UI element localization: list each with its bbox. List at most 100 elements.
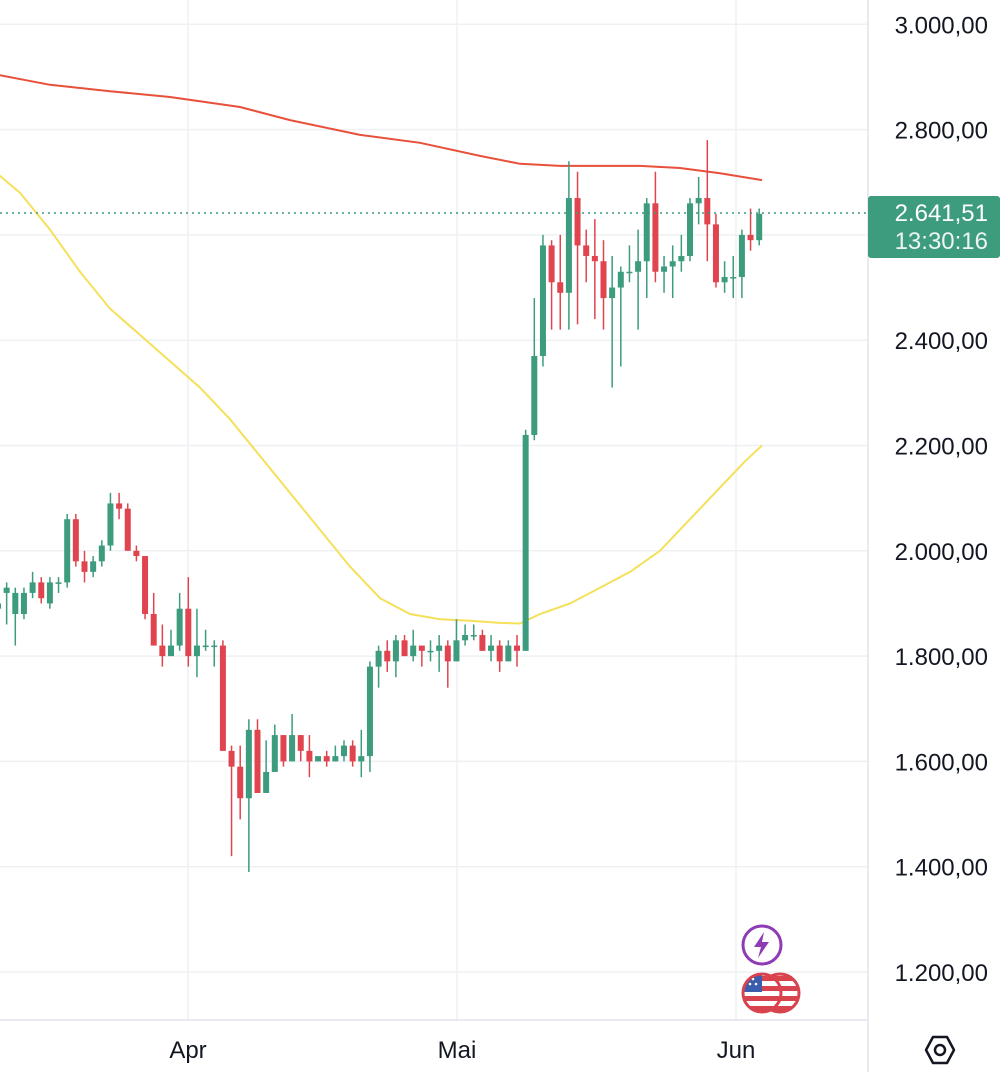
candle[interactable] [704,140,711,262]
candle[interactable] [661,255,668,293]
candle[interactable] [738,229,745,299]
candle[interactable] [297,735,304,762]
candle[interactable] [522,429,529,651]
candle[interactable] [168,629,174,657]
candle[interactable] [64,513,71,588]
candle-body [410,645,417,657]
candle[interactable] [721,261,728,293]
candle[interactable] [687,198,693,262]
candle[interactable] [349,740,356,767]
candle[interactable] [332,745,339,762]
candle[interactable] [375,645,382,688]
candle[interactable] [20,587,27,620]
candle[interactable] [617,266,624,367]
candle[interactable] [142,556,149,620]
candle[interactable] [323,750,330,767]
candle[interactable] [3,582,10,625]
candle[interactable] [46,577,53,609]
candle[interactable] [185,577,192,667]
candle[interactable] [747,208,754,251]
candle[interactable] [496,640,503,672]
candle[interactable] [193,608,200,678]
candle[interactable] [81,550,88,583]
candle[interactable] [228,745,235,857]
candle[interactable] [98,540,105,567]
candle[interactable] [643,198,650,299]
candle[interactable] [55,577,62,593]
event-lightning-icon[interactable] [740,923,784,967]
candle[interactable] [678,234,685,272]
candle[interactable] [107,492,114,551]
candles[interactable] [0,140,763,872]
candle[interactable] [548,240,555,330]
candle[interactable] [427,640,434,662]
candle[interactable] [237,745,244,820]
candle[interactable] [176,592,183,651]
chart-settings-icon[interactable] [922,1032,958,1068]
candle[interactable] [90,556,97,578]
candle[interactable] [263,740,270,793]
candle[interactable] [392,635,399,678]
candle[interactable] [254,719,261,793]
candle[interactable] [462,624,469,646]
candle[interactable] [211,640,218,667]
economic-event-us-flag-icon[interactable] [738,968,804,1018]
candle[interactable] [488,635,495,662]
candle[interactable] [453,619,460,662]
candle[interactable] [583,229,590,283]
candle[interactable] [159,624,166,667]
candle[interactable] [436,635,443,672]
candle[interactable] [626,245,633,283]
candle[interactable] [695,176,702,225]
candle[interactable] [557,234,564,330]
candle[interactable] [652,171,659,283]
candle[interactable] [12,587,19,646]
candle[interactable] [38,577,45,604]
candle[interactable] [565,161,572,330]
candle[interactable] [669,245,676,299]
candle-body [635,261,642,272]
candle-body [263,771,270,793]
candle[interactable] [29,571,36,599]
candle[interactable] [384,640,391,672]
candle[interactable] [0,593,1,646]
candle[interactable] [219,640,226,751]
candle[interactable] [366,661,373,772]
candle[interactable] [116,492,123,520]
candle[interactable] [505,640,512,662]
candle[interactable] [591,219,598,320]
candle[interactable] [280,735,287,767]
candle[interactable] [609,255,616,388]
candle[interactable] [124,503,131,551]
candle[interactable] [418,645,425,667]
candle[interactable] [531,298,538,441]
candle[interactable] [150,592,157,646]
candle[interactable] [410,629,417,662]
candle[interactable] [306,735,313,778]
candle[interactable] [341,740,347,762]
candle[interactable] [358,729,365,778]
candle[interactable] [271,724,278,772]
candle[interactable] [600,240,607,330]
candle[interactable] [444,640,451,688]
candle[interactable] [470,624,477,641]
candle[interactable] [539,234,546,367]
candle[interactable] [635,229,642,330]
candle[interactable] [133,545,140,562]
candle[interactable] [712,213,719,288]
candle[interactable] [202,629,209,651]
candle[interactable] [574,171,581,325]
time-axis[interactable]: Apr Mai Jun [169,1037,755,1064]
candle-body [738,234,745,278]
price-axis[interactable]: 3.000,002.800,002.600,002.400,002.200,00… [895,12,988,987]
candle[interactable] [245,719,252,872]
candle[interactable] [315,756,322,762]
candle[interactable] [479,629,486,651]
candle[interactable] [514,635,520,667]
candle[interactable] [289,714,296,762]
candle[interactable] [730,255,737,299]
candle[interactable] [756,208,763,246]
candle[interactable] [72,513,79,567]
candle[interactable] [401,635,408,657]
